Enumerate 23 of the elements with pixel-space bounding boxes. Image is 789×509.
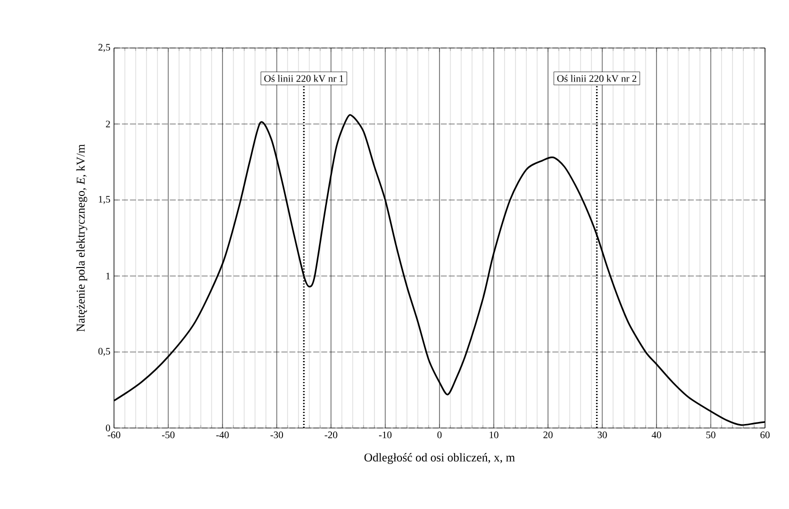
x-tick-label: 40 (652, 432, 662, 438)
y-axis-title: Natężenie pola elektrycznego, E, kV/m (76, 144, 88, 332)
y-tick-label: 0,5 (98, 348, 110, 356)
x-tick-label: 50 (706, 432, 716, 438)
x-tick-label: -10 (378, 432, 392, 438)
x-tick-label: -40 (216, 432, 229, 438)
x-tick-label: 60 (760, 432, 770, 438)
x-tick-label: 20 (543, 432, 553, 438)
x-tick-label: 10 (490, 432, 498, 438)
x-tick-label: -50 (162, 432, 175, 438)
x-tick-label: -20 (324, 432, 338, 438)
x-tick-label: -60 (108, 432, 120, 438)
x-tick-label: -30 (270, 432, 284, 438)
x-tick-label: 30 (598, 432, 607, 438)
ref-line-label: Oś linii 220 kV nr 1 (264, 74, 344, 82)
y-tick-label: 2,5 (98, 44, 110, 52)
y-tick-label: 1 (106, 272, 110, 280)
y-tick-label: 2 (106, 120, 110, 128)
x-axis-title: Odległość od osi obliczeń, x, m (364, 453, 515, 464)
x-tick-label: 0 (437, 432, 442, 438)
y-tick-label: 0 (106, 424, 110, 432)
y-tick-label: 1,5 (98, 196, 110, 204)
ref-line-label: Oś linii 220 kV nr 2 (557, 74, 636, 82)
